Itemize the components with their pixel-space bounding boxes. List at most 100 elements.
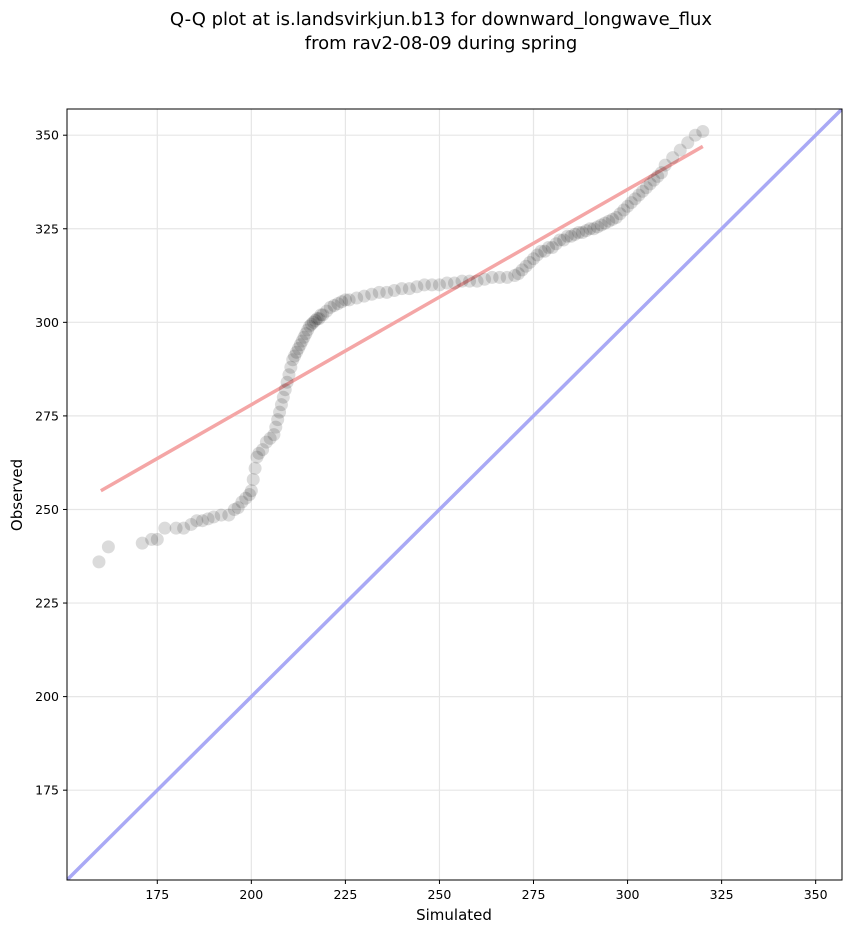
data-point xyxy=(557,233,571,247)
data-point xyxy=(246,473,260,487)
data-point xyxy=(331,297,345,311)
data-point xyxy=(579,224,593,238)
y-tick-label: 225 xyxy=(35,596,59,611)
data-point xyxy=(274,398,288,412)
data-point xyxy=(207,510,221,524)
data-point xyxy=(316,308,330,322)
data-point xyxy=(145,532,159,546)
data-point xyxy=(338,293,352,307)
data-point xyxy=(527,252,541,266)
data-point xyxy=(271,413,285,427)
data-point xyxy=(534,244,548,258)
y-tick-label: 350 xyxy=(35,128,59,143)
chart-title-line-1: Q-Q plot at is.landsvirkjun.b13 for down… xyxy=(170,9,713,30)
data-point xyxy=(402,282,416,296)
data-point xyxy=(310,312,324,326)
data-point xyxy=(560,229,574,243)
data-point xyxy=(150,532,164,546)
data-point xyxy=(289,345,303,359)
data-point xyxy=(242,488,256,501)
data-point xyxy=(493,270,507,284)
data-point xyxy=(549,237,563,251)
x-axis-label: Simulated xyxy=(416,906,492,924)
data-point xyxy=(252,446,266,460)
x-axis-ticks: 175 200 225 250 275 300 325 350 xyxy=(145,880,828,902)
data-point xyxy=(417,278,431,292)
data-point xyxy=(357,289,371,303)
data-point xyxy=(530,248,544,262)
data-point xyxy=(301,323,315,337)
data-point xyxy=(624,196,638,210)
data-point xyxy=(583,222,597,236)
data-point xyxy=(201,512,215,526)
data-point xyxy=(92,555,106,569)
data-point xyxy=(314,308,328,322)
data-point xyxy=(590,220,604,234)
data-point xyxy=(305,317,319,331)
data-point xyxy=(572,226,586,240)
data-point xyxy=(267,428,281,442)
data-point xyxy=(295,334,309,348)
data-point xyxy=(666,151,680,165)
data-point xyxy=(169,521,183,535)
data-point xyxy=(500,270,514,284)
data-point xyxy=(312,312,326,326)
data-point xyxy=(293,338,307,352)
data-point xyxy=(387,284,401,298)
data-point xyxy=(568,227,582,241)
y-tick-label: 300 xyxy=(35,315,59,330)
data-point xyxy=(606,212,620,226)
data-point xyxy=(523,255,537,269)
data-point xyxy=(651,169,665,183)
data-point xyxy=(515,263,529,277)
data-point xyxy=(639,181,653,195)
data-point xyxy=(511,267,525,281)
data-point xyxy=(263,431,277,445)
data-point xyxy=(602,214,616,228)
data-point xyxy=(594,218,608,232)
data-point xyxy=(575,226,589,240)
data-point xyxy=(440,276,454,290)
data-point xyxy=(320,304,334,318)
data-point xyxy=(380,285,394,299)
data-point xyxy=(297,330,311,344)
x-tick-label: 275 xyxy=(522,887,546,902)
data-point xyxy=(613,207,627,221)
data-point xyxy=(227,502,241,516)
data-point xyxy=(647,173,661,187)
data-point xyxy=(681,136,695,150)
data-point xyxy=(587,222,601,236)
reference-lines xyxy=(67,109,842,880)
y-tick-label: 250 xyxy=(35,502,59,517)
data-point xyxy=(248,461,262,475)
data-point xyxy=(235,495,249,509)
data-point xyxy=(306,315,320,329)
data-point xyxy=(609,211,623,225)
data-point xyxy=(485,270,499,284)
data-point xyxy=(250,450,264,464)
data-point xyxy=(542,240,556,254)
data-point xyxy=(564,229,578,243)
data-point xyxy=(410,280,424,294)
data-point xyxy=(135,536,149,550)
data-point xyxy=(195,514,209,528)
data-point xyxy=(342,293,356,307)
data-point xyxy=(158,521,172,535)
data-point xyxy=(286,353,300,367)
data-point xyxy=(658,158,672,172)
data-point xyxy=(288,349,302,363)
data-point xyxy=(231,501,245,515)
x-tick-label: 300 xyxy=(616,887,640,902)
y-tick-label: 325 xyxy=(35,221,59,236)
x-tick-label: 325 xyxy=(710,887,734,902)
y-tick-label: 275 xyxy=(35,408,59,423)
data-point xyxy=(239,491,253,505)
identity-line xyxy=(67,109,842,880)
data-point xyxy=(636,184,650,198)
data-point xyxy=(177,521,191,535)
data-point xyxy=(256,443,270,457)
data-point xyxy=(545,240,559,254)
data-point xyxy=(617,203,631,217)
data-point xyxy=(101,540,115,554)
